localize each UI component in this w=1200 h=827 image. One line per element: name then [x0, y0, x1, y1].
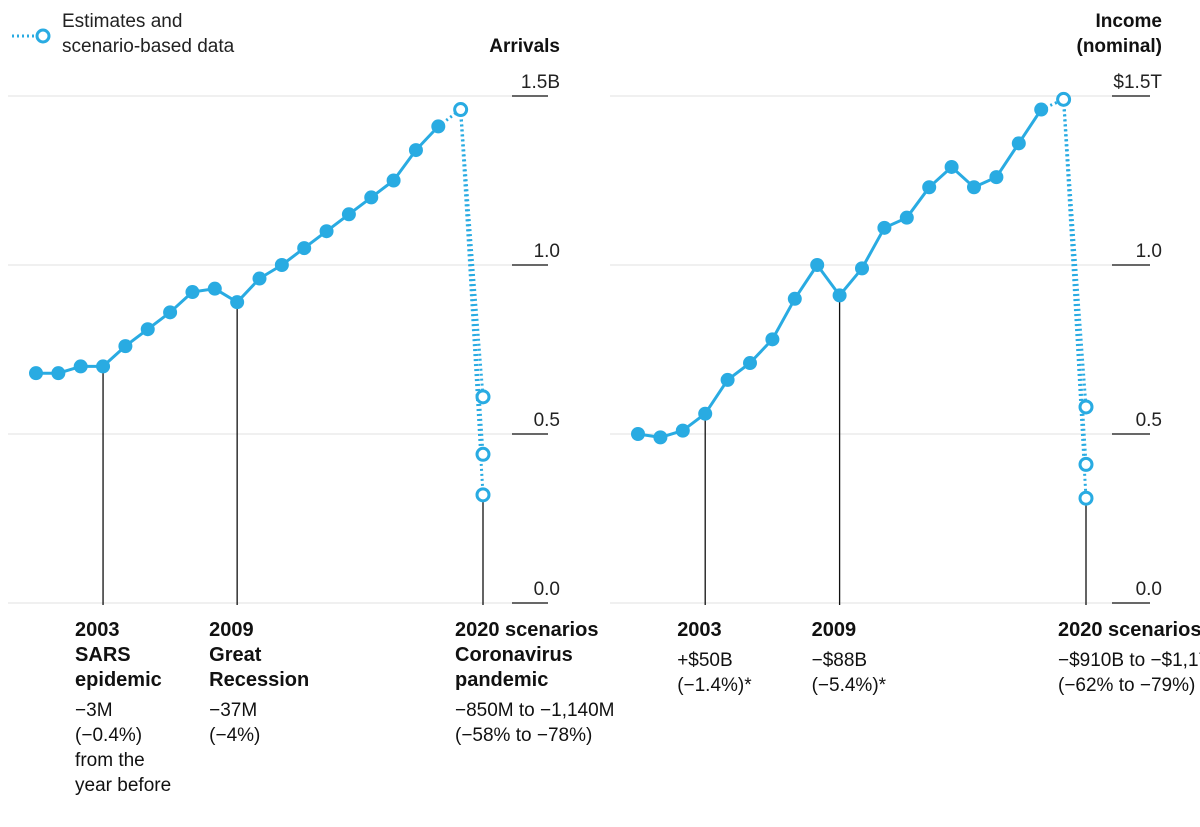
arrivals-annotation-title: pandemic: [455, 669, 548, 691]
arrivals-tick-label: 0.5: [534, 410, 560, 431]
arrivals-annotation-value: (−0.4%): [75, 725, 142, 746]
income-data-point: [698, 406, 713, 421]
arrivals-annotation-title: Coronavirus: [455, 644, 573, 666]
arrivals-data-point: [29, 366, 43, 381]
income-tick-label: $1.5T: [1113, 72, 1162, 93]
income-data-point: [1034, 102, 1049, 117]
arrivals-data-point: [118, 339, 133, 354]
arrivals-annotation-title: Great: [209, 644, 262, 666]
income-data-point: [899, 210, 914, 225]
arrivals-data-point: [431, 119, 446, 134]
income-annotation-value: (−62% to −79%): [1058, 675, 1195, 696]
arrivals-annotation-title: Recession: [209, 669, 309, 691]
income-annotation-title: 2003: [677, 619, 722, 641]
arrivals-annotation-title: 2020 scenarios: [455, 619, 598, 641]
arrivals-data-point: [51, 366, 66, 381]
income-annotation-value: (−5.4%)*: [812, 675, 887, 696]
income-data-point: [967, 180, 981, 195]
arrivals-data-point: [73, 359, 88, 374]
income-data-point: [810, 258, 825, 272]
income-data-point: [832, 288, 847, 303]
arrivals-annotation-title: 2003: [75, 619, 120, 641]
legend: Estimates and scenario-based data: [12, 11, 235, 57]
income-estimate-point: [1078, 490, 1094, 506]
income-data-point: [855, 261, 869, 276]
income-estimate-point: [1078, 399, 1094, 415]
income-data-point: [765, 332, 780, 347]
arrivals-data-point: [319, 224, 334, 239]
arrivals-estimate-point: [475, 487, 491, 503]
income-data-point: [675, 423, 690, 438]
legend-label-line-1: Estimates and: [62, 11, 182, 32]
arrivals-annotation-value: −850M to −1,140M: [455, 700, 615, 721]
arrivals-estimate-point: [475, 446, 491, 462]
arrivals-series-line-scenario-a: [459, 109, 485, 397]
arrivals-data-point: [364, 190, 379, 205]
income-tick-label: 1.0: [1136, 241, 1162, 262]
arrivals-data-point: [207, 281, 222, 296]
income-axis-title: (nominal): [1077, 36, 1163, 57]
income-annotation-value: −$88B: [812, 650, 867, 671]
arrivals-annotation-value: −37M: [209, 700, 257, 721]
income-chart: Income (nominal) $1.5T 1.0 0.5 0.0 2003 +$50B (−…: [610, 11, 1200, 696]
arrivals-axis-title: Arrivals: [489, 36, 560, 57]
income-data-point: [720, 372, 735, 387]
income-tick-label: 0.0: [1136, 579, 1162, 600]
arrivals-data-point: [274, 258, 289, 272]
arrivals-annotation-title: epidemic: [75, 669, 162, 691]
income-data-point: [944, 159, 959, 174]
arrivals-annotation-value: (−4%): [209, 725, 260, 746]
arrivals-annotation-value: −3M: [75, 700, 113, 721]
arrivals-data-point: [297, 241, 312, 256]
income-estimate-point: [1056, 91, 1072, 107]
arrivals-annotation-title: 2009: [209, 619, 254, 641]
arrivals-series-line-scenario-c: [459, 109, 485, 495]
arrivals-data-point: [230, 295, 245, 310]
income-data-point: [653, 430, 668, 445]
arrivals-tick-label: 1.0: [534, 241, 560, 262]
arrivals-annotation-value: from the: [75, 750, 145, 771]
income-data-point: [877, 220, 892, 235]
arrivals-tick-label: 1.5B: [521, 72, 560, 93]
income-data-point: [787, 291, 802, 306]
arrivals-tick-label: 0.0: [534, 579, 560, 600]
legend-hollow-marker-icon: [35, 28, 51, 44]
income-annotation-value: (−1.4%)*: [677, 675, 752, 696]
arrivals-data-point: [252, 271, 267, 286]
income-estimate-point: [1078, 456, 1094, 472]
arrivals-data-point: [185, 285, 200, 300]
arrivals-annotation-title: SARS: [75, 644, 131, 666]
income-axis-title: Income: [1095, 11, 1162, 32]
income-annotation-value: +$50B: [677, 650, 732, 671]
income-tick-label: 0.5: [1136, 410, 1162, 431]
income-data-point: [743, 356, 757, 371]
legend-label-line-2: scenario-based data: [62, 36, 235, 57]
arrivals-data-point: [96, 359, 111, 374]
arrivals-annotation-value: year before: [75, 775, 171, 796]
income-data-point: [631, 427, 645, 441]
income-annotation-title: 2009: [812, 619, 857, 641]
arrivals-data-point: [140, 322, 155, 337]
arrivals-data-point: [341, 207, 356, 222]
income-data-point: [989, 170, 1004, 185]
arrivals-chart: Arrivals 1.5B 1.0 0.5 0.0 2003 SARS epidemic −3M…: [8, 36, 615, 796]
income-series-line-scenario-c: [1062, 99, 1088, 499]
arrivals-annotation-value: (−58% to −78%): [455, 725, 592, 746]
arrivals-estimate-point: [453, 102, 469, 118]
arrivals-data-point: [163, 305, 178, 320]
income-data-point: [922, 180, 937, 195]
income-annotation-value: −$910B to −$1,170B: [1058, 650, 1200, 671]
income-data-point: [1011, 136, 1026, 151]
arrivals-estimate-point: [475, 389, 491, 405]
arrivals-data-point: [386, 173, 401, 188]
arrivals-data-point: [408, 143, 423, 158]
income-annotation-title: 2020 scenarios: [1058, 619, 1200, 641]
